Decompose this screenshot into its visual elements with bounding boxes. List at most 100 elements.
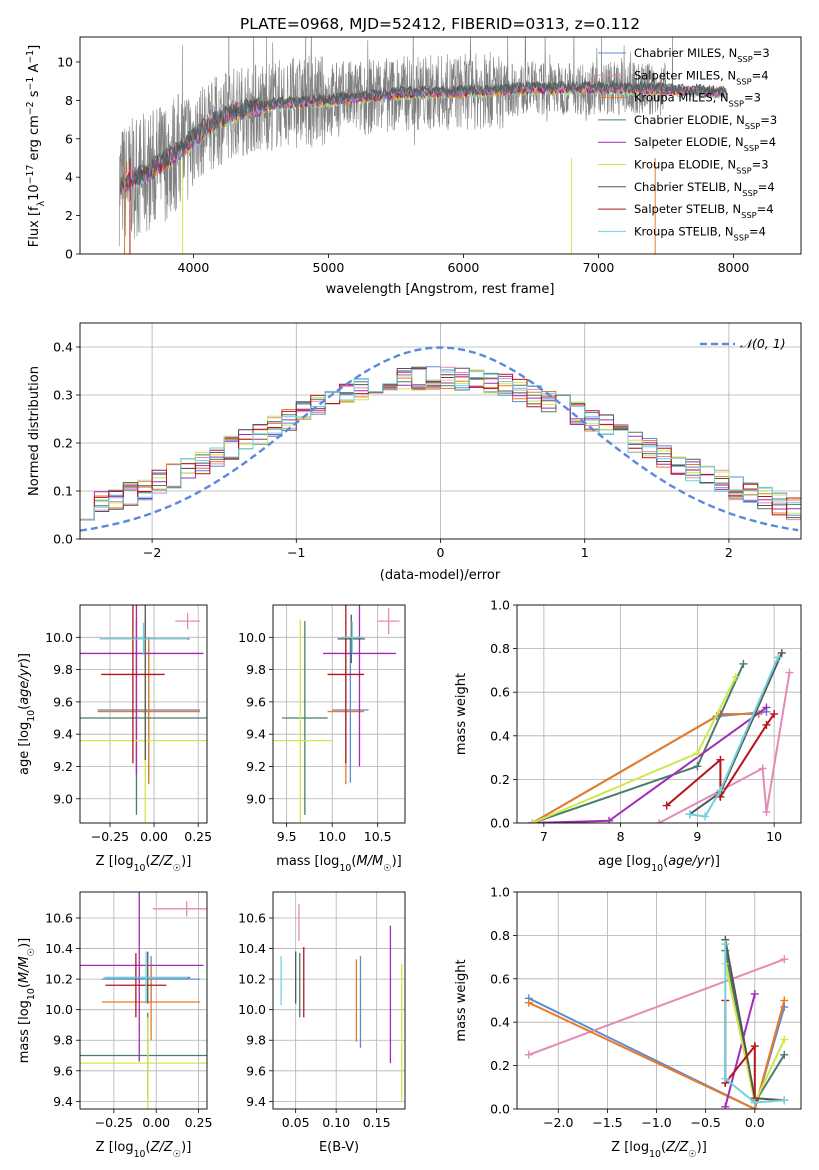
y-tick-label: 9.4	[246, 1094, 266, 1109]
y-tick-label: 6	[65, 131, 73, 146]
y-tick-label: 1.0	[490, 598, 510, 613]
panel-age-vs-Z: −0.25 0.00 0.25 9.0 9.2 9.4 9.6 9.8 10.0 Z [log10…	[17, 604, 212, 874]
panel-weight-vs-Z: −2.0 −1.5 −1.0 −0.5 0.0 0.0 0.2 0.4 0.6 0.8 1.0 Z […	[454, 885, 802, 1160]
x-tick-label: 7	[540, 829, 548, 844]
x-tick-label: 2	[725, 545, 733, 560]
x-tick-label: −2	[143, 545, 161, 560]
legend-label: Salpeter MILES, NSSP=4	[634, 68, 769, 86]
y-tick-label: 10	[57, 54, 73, 69]
y-axis-label: mass weight	[454, 673, 469, 755]
x-axis-label: Z [log10(Z/Z☉)]	[96, 1140, 192, 1160]
y-tick-label: 9.2	[246, 759, 266, 774]
y-tick-label: 0.0	[490, 816, 510, 831]
y-tick-label: 0.0	[490, 1102, 510, 1117]
panel-weight-vs-age: 7 8 9 10 0.0 0.2 0.4 0.6 0.8 1.0 age [log10(age/yr…	[454, 598, 802, 874]
axes-frame	[79, 891, 208, 1110]
y-tick-label: 9.0	[246, 791, 266, 806]
x-axis-label: age [log10(age/yr)]	[598, 854, 720, 874]
x-tick-label: −0.5	[690, 1115, 720, 1130]
y-axis-label: Flux [fλ10−17 erg cm−2 s−1 A−1]	[25, 45, 47, 247]
legend-label: Kroupa STELIB, NSSP=4	[634, 224, 766, 242]
x-tick-label: −1	[287, 545, 305, 560]
x-tick-label: 4000	[178, 260, 210, 275]
legend-label: Salpeter STELIB, NSSP=4	[634, 202, 774, 220]
x-tick-label: 10.0	[318, 829, 346, 844]
weight-line	[658, 672, 791, 823]
y-tick-label: 8	[65, 93, 73, 108]
x-tick-label: 8000	[718, 260, 750, 275]
histogram-line	[80, 369, 801, 520]
panel-mass-vs-EBV: 0.05 0.10 0.15 9.4 9.6 9.8 10.0 10.2 10.4 10.6 E(B…	[238, 891, 406, 1155]
y-tick-label: 0.2	[490, 1058, 510, 1073]
y-tick-label: 9.4	[53, 727, 73, 742]
panel-mass-vs-Z: −0.25 0.00 0.25 9.4 9.6 9.8 10.0 10.2 10.4 10.6 Z …	[17, 891, 212, 1160]
x-tick-label: 10	[766, 829, 782, 844]
plot-area-weight-vs-Z	[517, 892, 801, 1109]
weight-line	[689, 656, 779, 818]
y-tick-label: 9.8	[53, 1033, 73, 1048]
legend-label: Chabrier ELODIE, NSSP=3	[634, 113, 777, 131]
x-tick-label: 0.0	[745, 1115, 765, 1130]
y-tick-label: 9.0	[53, 791, 73, 806]
y-tick-label: 10.2	[45, 972, 73, 987]
y-tick-label: 4	[65, 170, 73, 185]
y-tick-label: 9.6	[53, 694, 73, 709]
y-tick-label: 0.2	[53, 436, 73, 451]
x-axis-label: Z [log10(Z/Z☉)]	[96, 854, 192, 874]
x-tick-label: −1.5	[592, 1115, 622, 1130]
y-axis-label: Normed distribution	[27, 366, 42, 496]
legend-label: Chabrier MILES, NSSP=3	[634, 46, 770, 64]
axes-frame	[79, 322, 802, 540]
x-tick-label: −1.0	[641, 1115, 671, 1130]
y-tick-label: 0.8	[490, 641, 510, 656]
legend-label: 𝒩(0, 1)	[740, 336, 786, 351]
weight-line	[528, 1000, 786, 1109]
x-axis-label: mass [log10(M/M☉)]	[276, 854, 402, 874]
y-tick-label: 9.6	[53, 1063, 73, 1078]
weight-line	[724, 993, 756, 1108]
panel-spectrum: 4000 5000 6000 7000 8000 0 2 4 6 8 10 wavelength [A…	[25, 36, 802, 297]
x-tick-label: 10.5	[364, 829, 392, 844]
panel-residuals: −2 −1 0 1 2 0.0 0.1 0.2 0.3 0.4 𝒩(0, 1) (data-model…	[27, 322, 802, 583]
y-tick-label: 0.6	[490, 971, 510, 986]
y-axis-label: age [log10(age/yr)]	[17, 653, 37, 775]
y-tick-label: 10.4	[238, 941, 266, 956]
x-tick-label: 0.00	[142, 1115, 170, 1130]
weight-line	[528, 958, 785, 1056]
x-axis-label: (data-model)/error	[380, 568, 501, 583]
y-tick-label: 0.6	[490, 685, 510, 700]
x-tick-label: 9.5	[277, 829, 297, 844]
histogram-line	[80, 369, 801, 521]
histogram-line	[80, 366, 801, 521]
y-tick-label: 9.6	[246, 1063, 266, 1078]
spectrum-data-line	[118, 37, 727, 247]
normal-curve	[80, 346, 799, 532]
x-tick-label: 9	[693, 829, 701, 844]
plot-area-age-vs-mass	[273, 605, 405, 823]
legend-label: Kroupa MILES, NSSP=3	[634, 91, 761, 109]
y-tick-label: 10.0	[238, 630, 266, 645]
x-tick-label: 0.00	[140, 829, 168, 844]
x-tick-label: −0.25	[91, 829, 129, 844]
x-tick-label: 1	[581, 545, 589, 560]
y-tick-label: 10.0	[45, 1002, 73, 1017]
axes-frame	[272, 891, 406, 1110]
y-tick-label: 0.4	[53, 340, 73, 355]
y-tick-label: 0.3	[53, 388, 73, 403]
y-tick-label: 10.6	[45, 910, 73, 925]
weight-line	[724, 944, 785, 1104]
panel-age-vs-mass: 9.5 10.0 10.5 9.0 9.2 9.4 9.6 9.8 10.0 mass [log1…	[238, 604, 406, 874]
x-tick-label: 0.05	[282, 1115, 310, 1130]
y-tick-label: 9.8	[53, 662, 73, 677]
figure-title: PLATE=0968, MJD=52412, FIBERID=0313, z=0…	[240, 15, 640, 33]
y-tick-label: 9.4	[246, 727, 266, 742]
y-tick-label: 9.8	[246, 662, 266, 677]
y-axis-label: mass [log10(M/M☉)]	[17, 938, 37, 1064]
x-axis-label: Z [log10(Z/Z☉)]	[611, 1140, 707, 1160]
legend-label: Chabrier STELIB, NSSP=4	[634, 180, 775, 198]
histogram-line	[80, 372, 801, 521]
model-line-6	[120, 79, 727, 192]
y-tick-label: 10.0	[45, 630, 73, 645]
plot-area-mass-vs-EBV	[273, 892, 405, 1109]
